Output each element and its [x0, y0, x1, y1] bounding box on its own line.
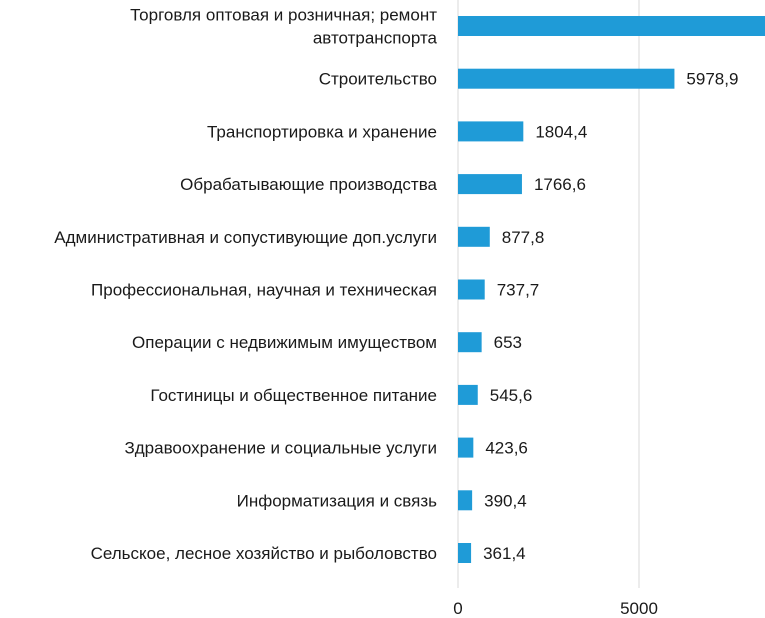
- bar: [458, 174, 522, 195]
- x-tick-label: 5000: [620, 599, 658, 618]
- category-label: Сельское, лесное хозяйство и рыболовство: [91, 544, 437, 563]
- value-label: 877,8: [502, 228, 545, 247]
- value-label: 737,7: [497, 281, 540, 300]
- category-labels: Торговля оптовая и розничная; ремонт авто…: [54, 6, 437, 564]
- bars: [458, 16, 765, 563]
- category-label: Строительство: [319, 70, 437, 89]
- value-label: 653: [494, 333, 522, 352]
- category-label: Административная и сопустивующие доп.усл…: [54, 228, 437, 247]
- category-label: Торговля оптовая и розничная; ремонт авто…: [130, 6, 437, 48]
- bar: [458, 543, 472, 563]
- bar: [458, 437, 474, 458]
- category-label: Здравоохранение и социальные услуги: [124, 439, 437, 458]
- value-label: 423,6: [485, 439, 528, 458]
- bar: [458, 490, 473, 511]
- value-label: 361,4: [483, 544, 526, 563]
- bar: [458, 68, 675, 89]
- bar: [458, 16, 765, 36]
- value-label: 390,4: [484, 491, 527, 510]
- category-label: Информатизация и связь: [237, 491, 438, 510]
- value-labels: 5978,9 1804,4 1766,6 877,8 737,7 653 545,6 423,…: [483, 70, 738, 563]
- bar: [458, 332, 482, 353]
- value-label: 545,6: [490, 386, 533, 405]
- category-label: Профессиональная, научная и техническая: [91, 281, 437, 300]
- value-label: 5978,9: [686, 70, 738, 89]
- bar: [458, 226, 490, 247]
- category-label: Операции с недвижимым имуществом: [132, 333, 437, 352]
- bar: [458, 384, 478, 405]
- bar: [458, 279, 485, 300]
- category-label: Гостиницы и общественное питание: [150, 386, 437, 405]
- category-label: Обрабатывающие производства: [180, 175, 437, 194]
- x-tick-label: 0: [453, 599, 462, 618]
- bar: [458, 121, 524, 142]
- value-label: 1766,6: [534, 175, 586, 194]
- x-axis-ticks: 0 5000: [453, 599, 658, 618]
- category-label: Транспортировка и хранение: [207, 122, 437, 141]
- value-label: 1804,4: [535, 122, 587, 141]
